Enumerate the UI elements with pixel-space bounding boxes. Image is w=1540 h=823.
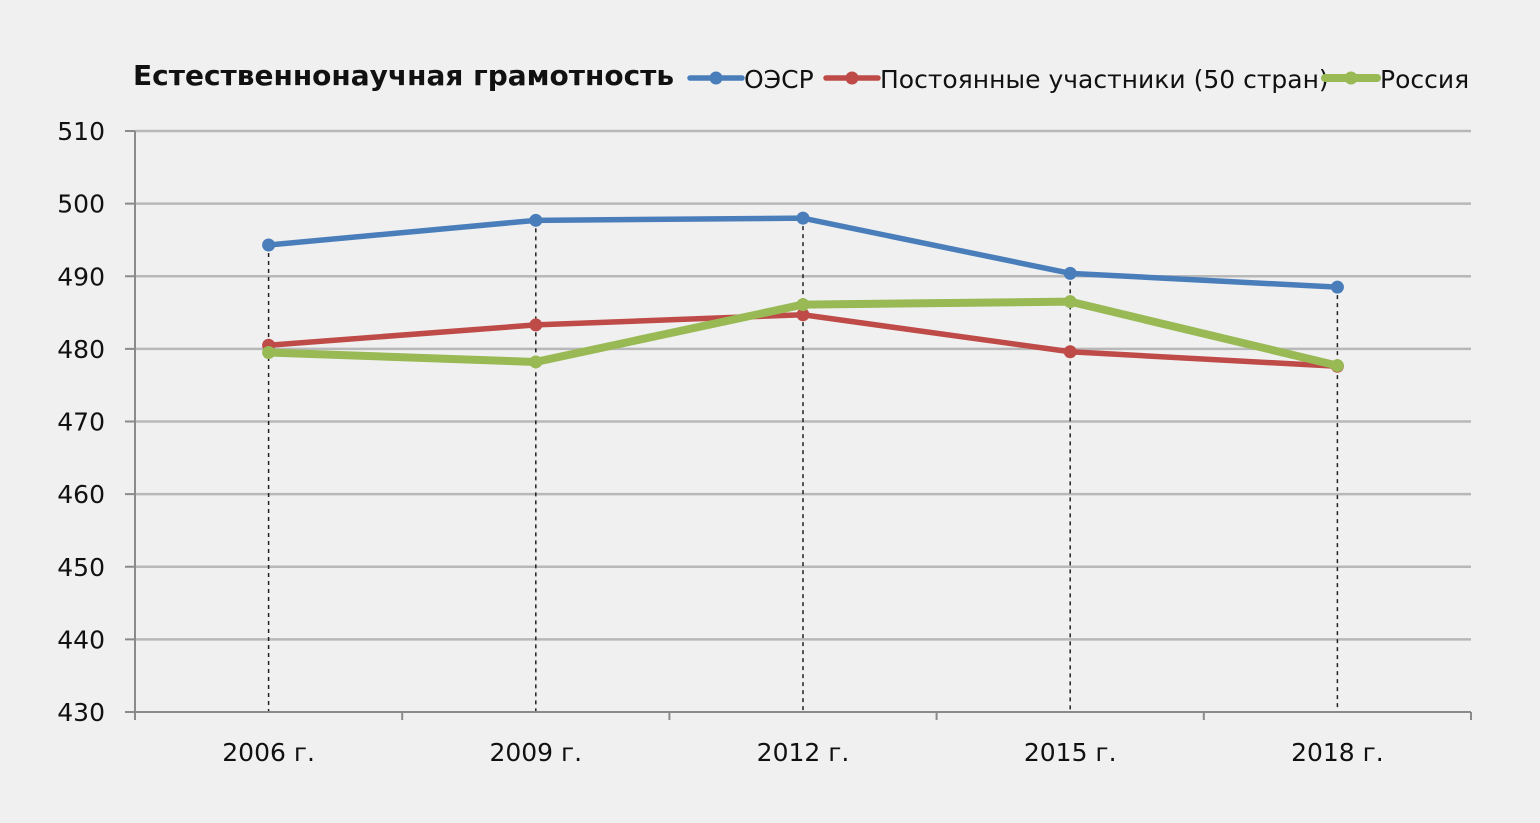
y-tick-label: 440 xyxy=(57,625,105,654)
y-tick-label: 450 xyxy=(57,553,105,582)
data-point xyxy=(529,213,543,227)
drop-lines xyxy=(267,218,1339,712)
data-point xyxy=(796,211,810,225)
axes: 430 440 450 460 470 480 490 500 510 2006 г. 2009 г… xyxy=(57,117,1472,767)
y-tick-label: 510 xyxy=(57,117,105,146)
legend-item: ОЭСР xyxy=(687,65,814,94)
data-point xyxy=(796,298,810,312)
series-1 xyxy=(262,211,1344,294)
data-point xyxy=(1063,345,1077,359)
series-lines xyxy=(262,211,1344,373)
y-tick-label: 470 xyxy=(57,408,105,437)
data-point xyxy=(1330,280,1344,294)
series-3 xyxy=(262,295,1344,373)
legend-marker xyxy=(845,71,859,85)
data-point xyxy=(1063,266,1077,280)
legend-label: Постоянные участники (50 стран) xyxy=(880,65,1329,94)
legend: ОЭСР Постоянные участники (50 стран) Росси… xyxy=(687,65,1469,94)
data-point xyxy=(262,346,276,360)
legend-marker xyxy=(1344,71,1358,85)
data-point xyxy=(529,318,543,332)
data-point xyxy=(262,238,276,252)
x-tick-label: 2018 г. xyxy=(1291,738,1384,767)
legend-item: Постоянные участники (50 стран) xyxy=(823,65,1329,94)
y-tick-label: 490 xyxy=(57,262,105,291)
x-tick-label: 2015 г. xyxy=(1024,738,1117,767)
data-point xyxy=(796,308,810,322)
chart-title: Естественнонаучная грамотность xyxy=(133,59,674,92)
x-tick-label: 2012 г. xyxy=(757,738,850,767)
legend-label: ОЭСР xyxy=(744,65,814,94)
legend-marker xyxy=(709,71,723,85)
x-tick-label: 2009 г. xyxy=(489,738,582,767)
data-point xyxy=(1330,359,1344,373)
legend-item: Россия xyxy=(1321,65,1469,94)
y-tick-label: 500 xyxy=(57,190,105,219)
legend-label: Россия xyxy=(1380,65,1469,94)
data-point xyxy=(529,355,543,369)
y-tick-label: 460 xyxy=(57,480,105,509)
y-tick-label: 430 xyxy=(57,698,105,727)
x-tick-label: 2006 г. xyxy=(222,738,315,767)
data-point xyxy=(1063,295,1077,309)
y-tick-label: 480 xyxy=(57,335,105,364)
